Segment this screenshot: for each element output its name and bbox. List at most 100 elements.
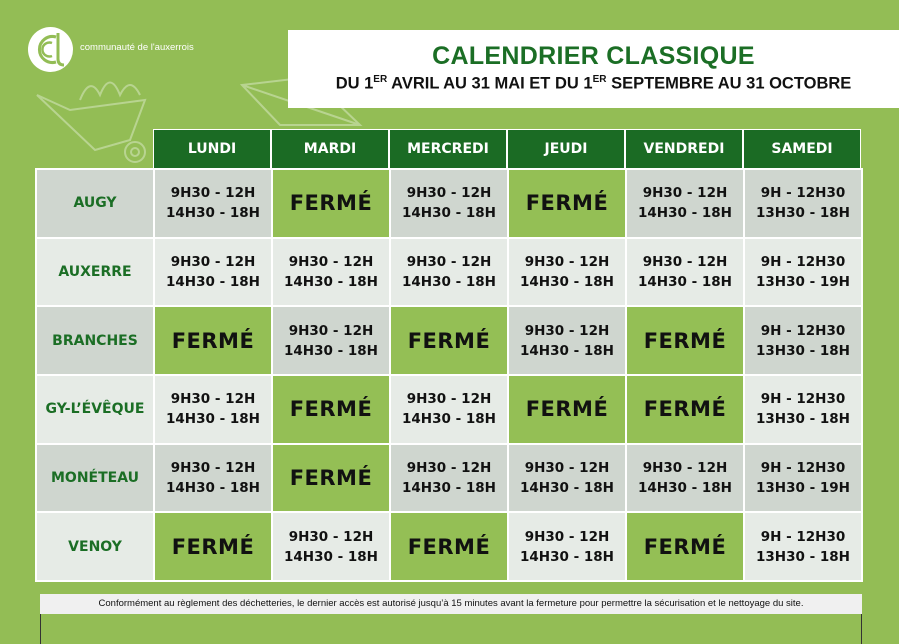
hours-cell: 9H30 - 12H 14H30 - 18H <box>509 307 625 375</box>
closed-cell: FERMÉ <box>509 376 625 443</box>
table-row: AUXERRE 9H30 - 12H 14H30 - 18H 9H30 - 12H 14… <box>37 238 861 306</box>
cell-text: 14H30 - 18H <box>402 274 496 291</box>
cell-text: 14H30 - 18H <box>166 480 260 497</box>
table-row: VENOY FERMÉ 9H30 - 12H 14H30 - 18H FERMÉ 9H30… <box>37 513 861 581</box>
cell-text: FERMÉ <box>171 534 255 559</box>
hours-cell: 9H30 - 12H 14H30 - 18H <box>509 238 625 306</box>
cell-text: FERMÉ <box>171 328 255 353</box>
cell-text: 9H - 12H30 <box>760 528 846 545</box>
cell-text: 13H30 - 18H <box>756 548 850 565</box>
cell-text: 14H30 - 18H <box>166 274 260 291</box>
cell-text: FERMÉ <box>525 191 609 216</box>
hours-cell: 9H30 - 12H 14H30 - 18H <box>391 444 507 512</box>
cell-text: FERMÉ <box>289 397 373 422</box>
table-header: LUNDI MARDI MERCREDI JEUDI VENDREDI SAMEDI <box>153 129 861 169</box>
cell-text: 14H30 - 18H <box>520 342 614 359</box>
cell-text: 9H30 - 12H <box>288 528 374 545</box>
cell-text: 14H30 - 18H <box>520 480 614 497</box>
cell-text: 9H30 - 12H <box>288 254 374 271</box>
wheelbarrow-illustration <box>36 81 147 163</box>
cell-text: 14H30 - 18H <box>520 548 614 565</box>
cell-text: 13H30 - 18H <box>756 342 850 359</box>
cell-text: 13H30 - 18H <box>756 205 850 222</box>
site-name: MONÉTEAU <box>37 444 153 512</box>
cell-text: 14H30 - 18H <box>402 480 496 497</box>
cell-text: 9H30 - 12H <box>170 391 256 408</box>
cell-text: FERMÉ <box>407 328 491 353</box>
site-name: GY-L’ÉVÊQUE <box>37 376 153 443</box>
hours-cell: 9H30 - 12H 14H30 - 18H <box>509 513 625 581</box>
cell-text: 9H - 12H30 <box>760 254 846 271</box>
cell-text: 14H30 - 18H <box>284 548 378 565</box>
closed-cell: FERMÉ <box>627 376 743 443</box>
hours-cell: 9H - 12H30 13H30 - 19H <box>745 238 861 306</box>
cell-text: 14H30 - 18H <box>402 411 496 428</box>
hours-cell: 9H30 - 12H 14H30 - 18H <box>627 170 743 237</box>
closed-cell: FERMÉ <box>155 513 271 581</box>
cell-text: 9H30 - 12H <box>642 254 728 271</box>
cell-text: FERMÉ <box>643 328 727 353</box>
logo <box>28 27 73 72</box>
hours-cell: 9H30 - 12H 14H30 - 18H <box>273 238 389 306</box>
cell-text: 9H30 - 12H <box>524 460 610 477</box>
cell-text: 9H30 - 12H <box>170 185 256 202</box>
cell-text: 9H - 12H30 <box>760 185 846 202</box>
hours-cell: 9H30 - 12H 14H30 - 18H <box>155 170 271 237</box>
cell-text: 9H30 - 12H <box>288 322 374 339</box>
bottom-frame <box>40 614 862 644</box>
closed-cell: FERMÉ <box>391 307 507 375</box>
closed-cell: FERMÉ <box>273 444 389 512</box>
table-row: MONÉTEAU 9H30 - 12H 14H30 - 18H FERMÉ 9H30 -… <box>37 444 861 512</box>
table-row: BRANCHES FERMÉ 9H30 - 12H 14H30 - 18H FERMÉ 9… <box>37 307 861 375</box>
schedule-table: AUGY 9H30 - 12H 14H30 - 18H FERMÉ 9H30 - 12H… <box>35 168 863 583</box>
hours-cell: 9H - 12H30 13H30 - 18H <box>745 376 861 443</box>
hours-cell: 9H30 - 12H 14H30 - 18H <box>509 444 625 512</box>
day-header: JEUDI <box>508 130 624 168</box>
day-header: LUNDI <box>154 130 270 168</box>
day-header: VENDREDI <box>626 130 742 168</box>
cell-text: 14H30 - 18H <box>402 205 496 222</box>
brand-name: communauté de l'auxerrois <box>80 42 194 53</box>
cell-text: 9H30 - 12H <box>406 185 492 202</box>
hours-cell: 9H30 - 12H 14H30 - 18H <box>391 376 507 443</box>
day-header: MARDI <box>272 130 388 168</box>
cell-text: 9H30 - 12H <box>170 460 256 477</box>
cell-text: 14H30 - 18H <box>638 274 732 291</box>
cell-text: FERMÉ <box>289 191 373 216</box>
closed-cell: FERMÉ <box>155 307 271 375</box>
cell-text: 14H30 - 18H <box>284 342 378 359</box>
site-name: AUGY <box>37 170 153 237</box>
hours-cell: 9H30 - 12H 14H30 - 18H <box>155 238 271 306</box>
table-row: GY-L’ÉVÊQUE 9H30 - 12H 14H30 - 18H FERMÉ 9H3… <box>37 376 861 443</box>
closed-cell: FERMÉ <box>273 170 389 237</box>
cell-text: 9H30 - 12H <box>642 460 728 477</box>
page-title: CALENDRIER CLASSIQUE <box>432 42 755 70</box>
cell-text: 9H30 - 12H <box>406 460 492 477</box>
cell-text: 9H30 - 12H <box>406 391 492 408</box>
hours-cell: 9H30 - 12H 14H30 - 18H <box>155 376 271 443</box>
title-box: CALENDRIER CLASSIQUE DU 1ER AVRIL AU 31 … <box>288 30 899 108</box>
day-header: SAMEDI <box>744 130 860 168</box>
closed-cell: FERMÉ <box>627 513 743 581</box>
cell-text: 13H30 - 19H <box>756 274 850 291</box>
closed-cell: FERMÉ <box>273 376 389 443</box>
cell-text: 9H - 12H30 <box>760 391 846 408</box>
cell-text: FERMÉ <box>407 534 491 559</box>
cell-text: 9H30 - 12H <box>642 185 728 202</box>
cell-text: 9H30 - 12H <box>524 254 610 271</box>
table-row: AUGY 9H30 - 12H 14H30 - 18H FERMÉ 9H30 - 12H… <box>37 170 861 237</box>
cell-text: FERMÉ <box>289 466 373 491</box>
cell-text: 9H30 - 12H <box>524 528 610 545</box>
page-subtitle: DU 1ER AVRIL AU 31 MAI ET DU 1ER SEPTEMB… <box>335 74 852 93</box>
day-header: MERCREDI <box>390 130 506 168</box>
closed-cell: FERMÉ <box>627 307 743 375</box>
closed-cell: FERMÉ <box>391 513 507 581</box>
hours-cell: 9H30 - 12H 14H30 - 18H <box>273 307 389 375</box>
cell-text: 9H30 - 12H <box>170 254 256 271</box>
cell-text: FERMÉ <box>525 397 609 422</box>
cell-text: 14H30 - 18H <box>638 205 732 222</box>
hours-cell: 9H30 - 12H 14H30 - 18H <box>391 170 507 237</box>
closed-cell: FERMÉ <box>509 170 625 237</box>
cell-text: 9H - 12H30 <box>760 322 846 339</box>
site-name: VENOY <box>37 513 153 581</box>
